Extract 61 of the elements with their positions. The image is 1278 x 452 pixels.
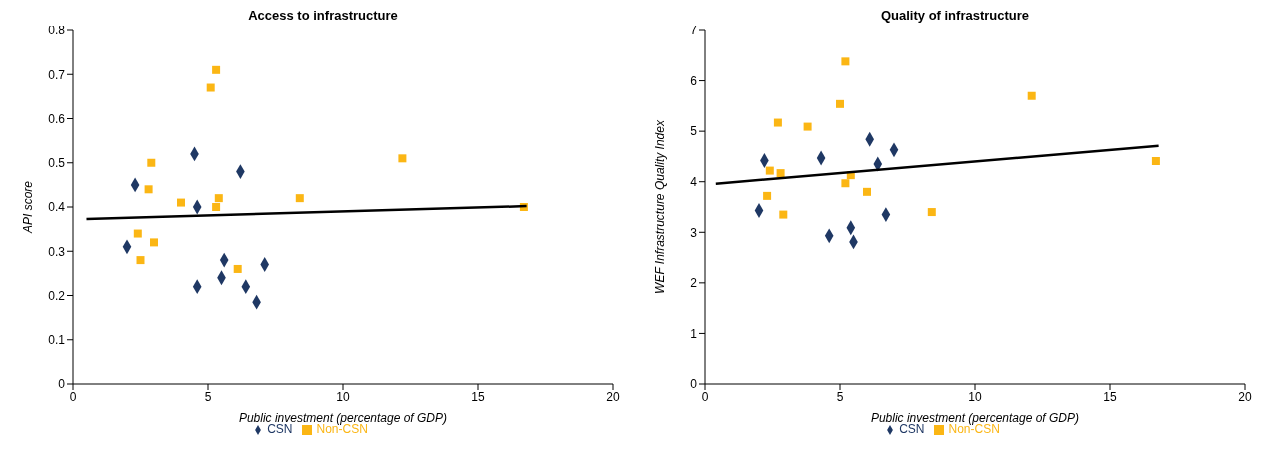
point: [765, 166, 774, 175]
x-tick-label: 5: [204, 389, 212, 404]
point: [803, 122, 812, 131]
point: [836, 99, 844, 108]
point: [863, 187, 871, 196]
point: [150, 238, 158, 247]
legend-label: CSN: [899, 422, 925, 436]
point: [841, 179, 850, 188]
point: [136, 256, 145, 265]
point: [927, 208, 936, 217]
legend-label: CSN: [267, 422, 293, 436]
x-tick-label: 15: [471, 389, 485, 404]
point: [212, 65, 221, 74]
point: [233, 264, 242, 273]
y-tick-label: 7: [690, 23, 698, 38]
y-tick-label: 0.1: [48, 333, 66, 348]
point: [295, 194, 304, 203]
x-tick-label: 10: [968, 389, 982, 404]
point: [763, 191, 772, 200]
point: [779, 210, 788, 219]
y-tick-label: 0: [58, 377, 66, 392]
point: [398, 154, 407, 163]
point: [212, 203, 221, 211]
y-tick-label: 0.2: [48, 288, 66, 303]
point: [144, 185, 153, 194]
x-axis-title: Public investment (percentage of GDP): [870, 411, 1080, 425]
y-tick-label: 6: [690, 73, 698, 88]
point: [1151, 156, 1160, 165]
point: [147, 158, 156, 167]
y-tick-label: 0.3: [48, 244, 66, 259]
y-tick-label: 1: [690, 326, 698, 341]
x-tick-label: 20: [1238, 389, 1252, 404]
y-tick-label: 0.5: [48, 156, 66, 171]
point: [773, 118, 782, 127]
x-tick-label: 10: [336, 389, 350, 404]
point: [214, 194, 223, 203]
chart-title: Quality of infrastructure: [880, 8, 1030, 23]
y-tick-label: 0.4: [48, 200, 66, 215]
point: [1027, 91, 1036, 100]
x-tick-label: 0: [701, 389, 709, 404]
point: [177, 198, 185, 207]
chart-title: Access to infrastructure: [248, 8, 398, 23]
point: [206, 83, 215, 92]
y-tick-label: 0: [690, 377, 698, 392]
x-tick-label: 5: [836, 389, 844, 404]
point: [133, 229, 142, 238]
x-axis-title: Public investment (percentage of GDP): [238, 411, 448, 425]
y-tick-label: 2: [690, 276, 698, 291]
x-tick-label: 15: [1103, 389, 1117, 404]
x-tick-label: 0: [69, 389, 77, 404]
y-tick-label: 0.7: [48, 67, 66, 82]
point: [841, 57, 850, 66]
y-axis-title: API score: [21, 180, 36, 235]
y-tick-label: 3: [690, 225, 698, 240]
point: [776, 169, 785, 178]
y-tick-label: 4: [690, 174, 698, 189]
y-tick-label: 5: [690, 124, 698, 139]
y-tick-label: 0.6: [48, 111, 66, 126]
y-axis-title: WEF Infrastructure Quality Index: [653, 119, 668, 294]
y-tick-label: 0.8: [48, 23, 66, 38]
x-tick-label: 20: [606, 389, 620, 404]
